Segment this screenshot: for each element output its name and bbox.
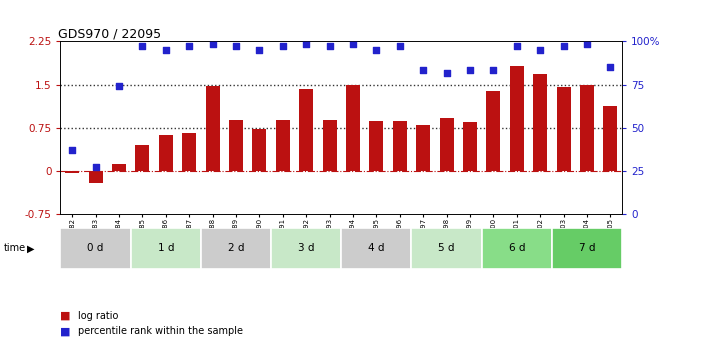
Bar <box>276 120 290 171</box>
Point <box>137 43 148 49</box>
Point <box>324 43 336 49</box>
Bar <box>416 125 430 171</box>
Bar <box>131 228 201 269</box>
Bar <box>370 121 383 171</box>
Text: 7 d: 7 d <box>579 244 595 253</box>
Text: 4 d: 4 d <box>368 244 385 253</box>
Point <box>535 47 546 53</box>
Point <box>254 47 265 53</box>
Bar <box>533 74 547 171</box>
Bar <box>346 85 360 171</box>
Point <box>511 43 523 49</box>
Text: 2 d: 2 d <box>228 244 244 253</box>
Bar <box>205 86 220 171</box>
Point <box>488 67 499 73</box>
Point <box>66 147 77 152</box>
Bar <box>252 129 267 171</box>
Bar <box>89 171 102 184</box>
Bar <box>323 120 336 171</box>
Bar <box>60 228 131 269</box>
Bar <box>201 228 271 269</box>
Text: log ratio: log ratio <box>78 311 119 321</box>
Point <box>370 47 382 53</box>
Bar <box>229 120 243 171</box>
Text: GDS970 / 22095: GDS970 / 22095 <box>58 27 161 40</box>
Bar <box>271 228 341 269</box>
Text: 0 d: 0 d <box>87 244 104 253</box>
Point <box>90 164 101 169</box>
Bar <box>439 118 454 171</box>
Point <box>417 67 429 73</box>
Bar <box>604 106 617 171</box>
Text: 1 d: 1 d <box>158 244 174 253</box>
Point <box>582 41 593 47</box>
Bar <box>557 87 571 171</box>
Text: ■: ■ <box>60 326 71 336</box>
Text: time: time <box>4 244 26 253</box>
Bar <box>463 122 477 171</box>
Bar <box>392 121 407 171</box>
Point <box>183 43 195 49</box>
Bar <box>482 228 552 269</box>
Point <box>113 83 124 88</box>
Text: 3 d: 3 d <box>298 244 314 253</box>
Point <box>464 67 476 73</box>
Bar <box>580 85 594 171</box>
Point <box>441 70 452 76</box>
Text: 6 d: 6 d <box>508 244 525 253</box>
Bar <box>412 228 482 269</box>
Text: percentile rank within the sample: percentile rank within the sample <box>78 326 243 336</box>
Point <box>347 41 358 47</box>
Point <box>277 43 289 49</box>
Text: ▶: ▶ <box>27 244 35 253</box>
Bar <box>341 228 412 269</box>
Bar <box>135 145 149 171</box>
Bar <box>510 66 524 171</box>
Bar <box>299 89 313 171</box>
Bar <box>65 171 79 172</box>
Point <box>230 43 242 49</box>
Point <box>207 41 218 47</box>
Point <box>301 41 312 47</box>
Bar <box>182 134 196 171</box>
Bar <box>112 164 126 171</box>
Point <box>160 47 171 53</box>
Point <box>394 43 405 49</box>
Bar <box>552 228 622 269</box>
Point <box>605 65 616 70</box>
Bar <box>486 91 501 171</box>
Text: 5 d: 5 d <box>439 244 455 253</box>
Point <box>558 43 570 49</box>
Bar <box>159 135 173 171</box>
Text: ■: ■ <box>60 311 71 321</box>
